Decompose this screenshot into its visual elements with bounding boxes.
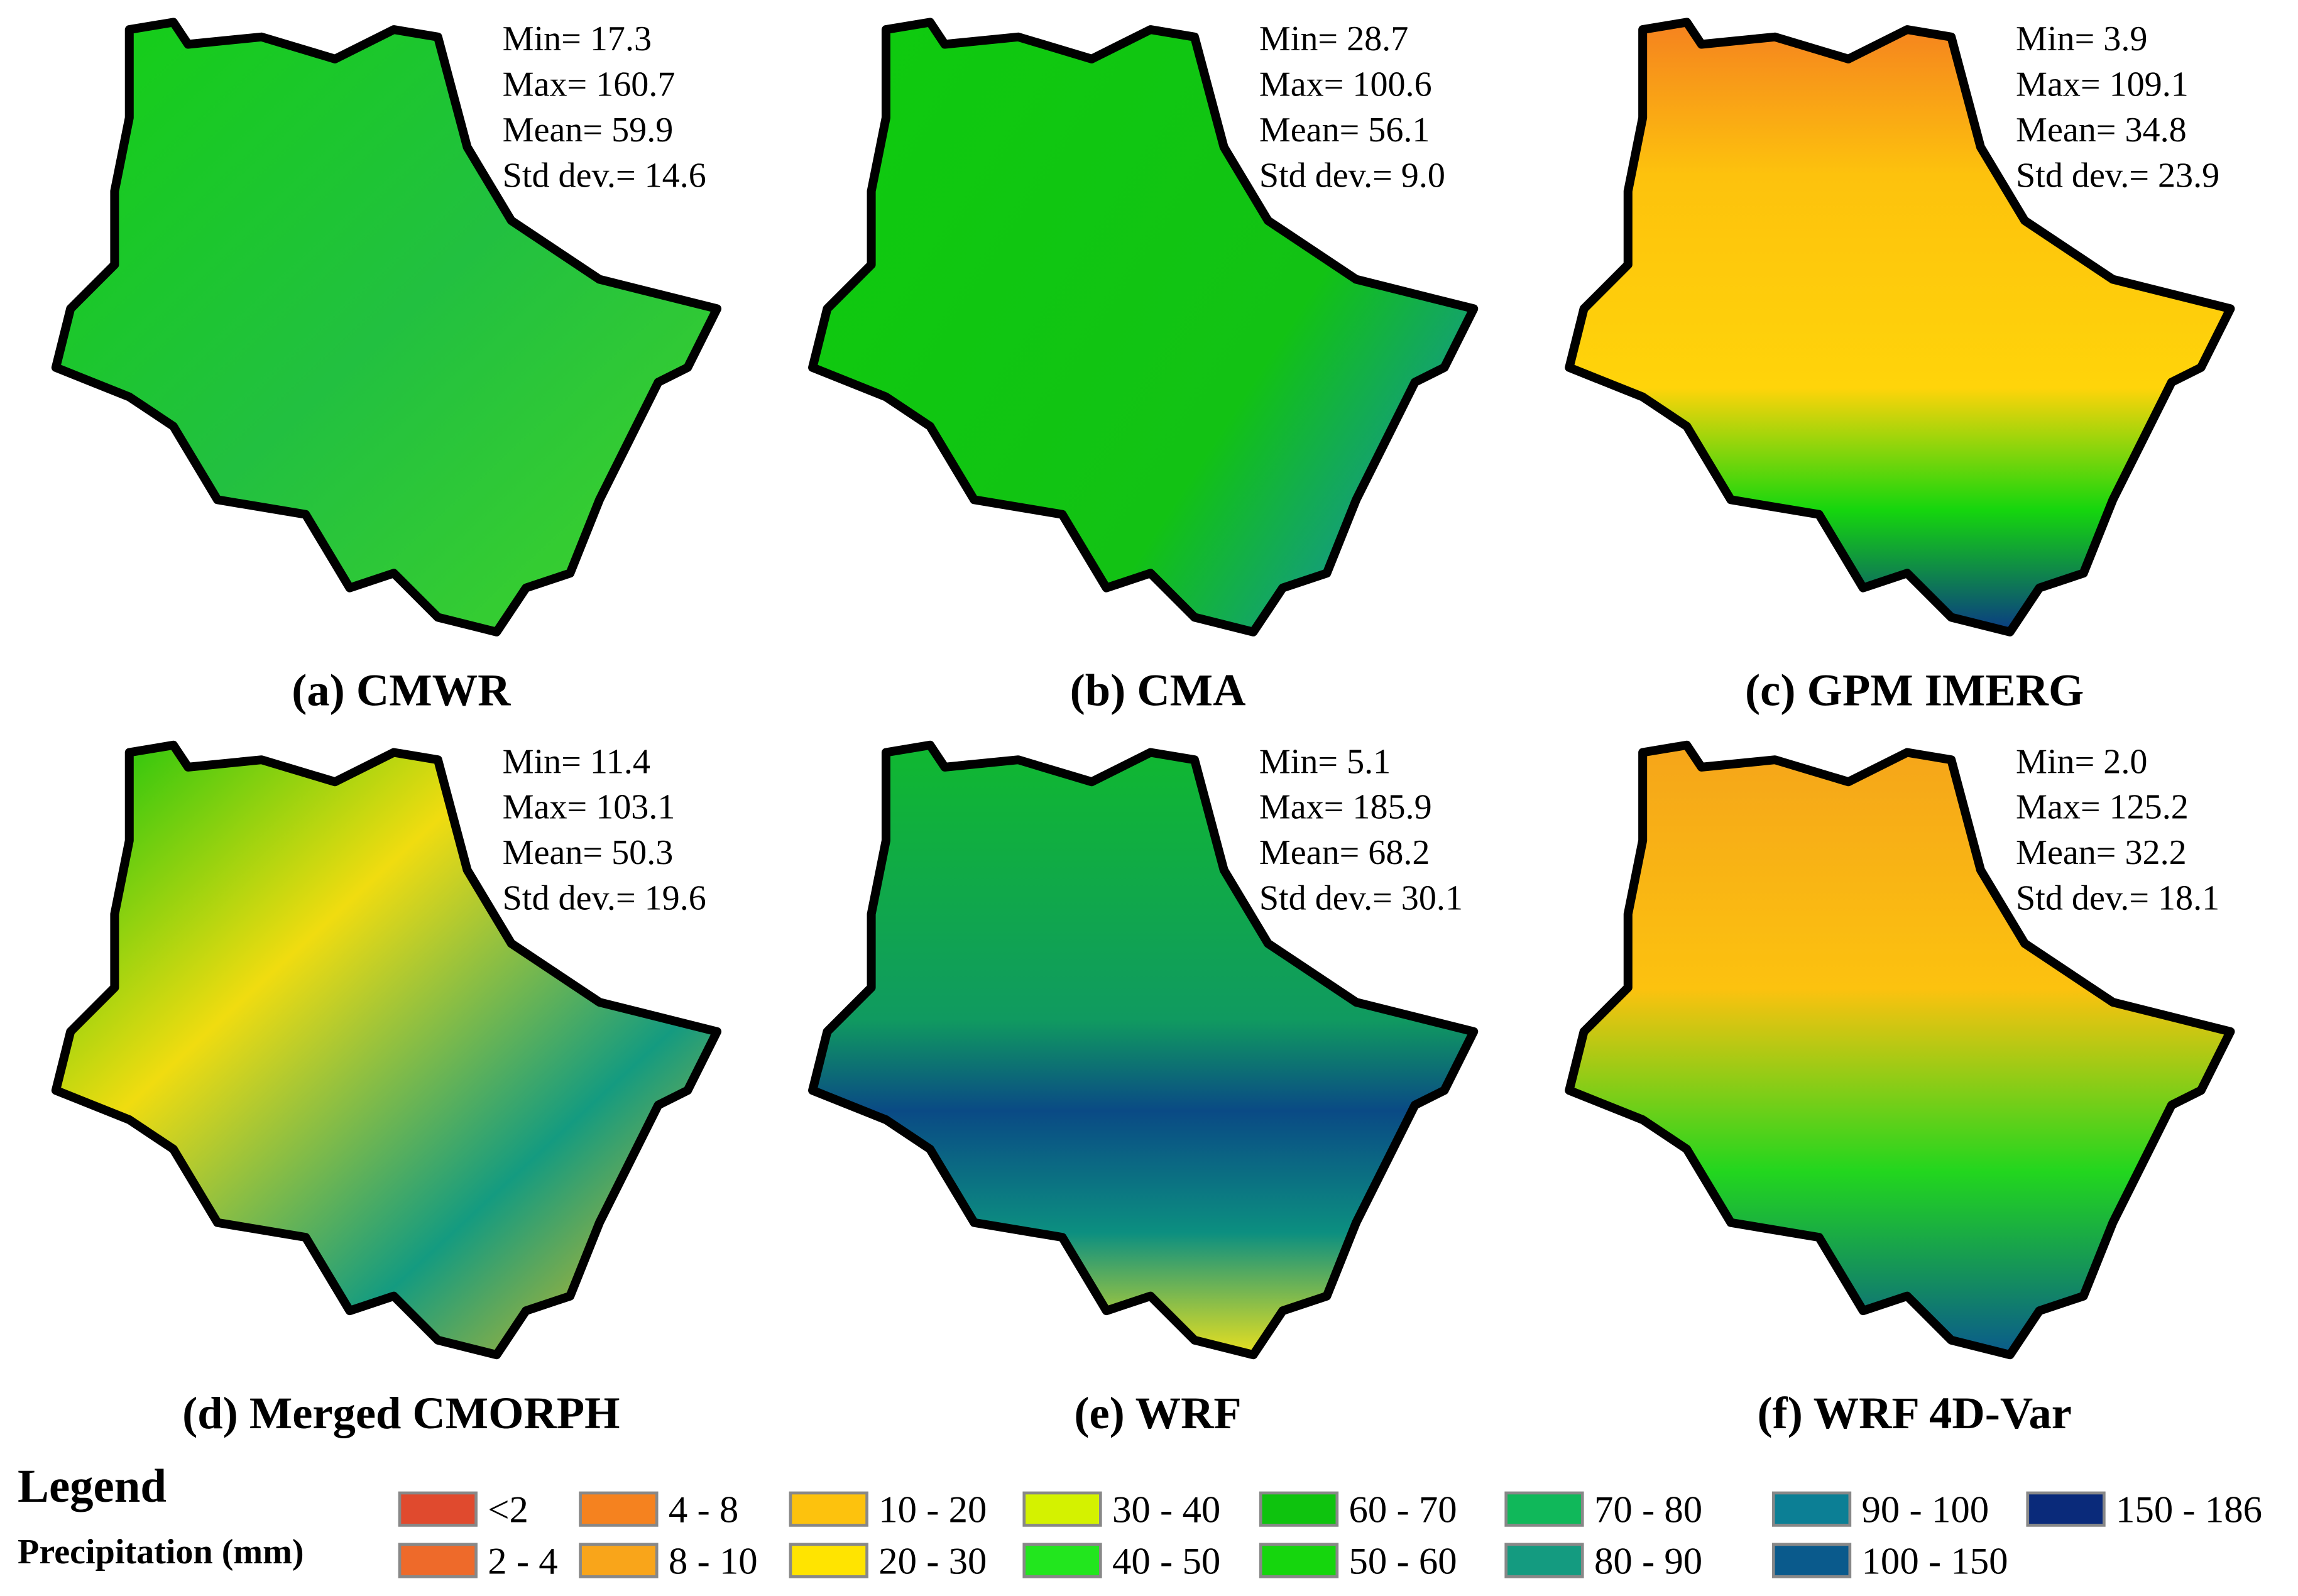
panel-caption: (d) Merged CMORPH (182, 1387, 620, 1438)
legend-swatch (579, 1543, 659, 1578)
legend-label: 50 - 60 (1349, 1541, 1457, 1583)
map-stat: Min= 2.0 (2016, 742, 2147, 781)
map-stat: Std dev.= 14.6 (503, 156, 706, 195)
map-stat: Max= 125.2 (2016, 788, 2189, 827)
legend-label: 30 - 40 (1112, 1489, 1220, 1531)
legend-label: 70 - 80 (1594, 1489, 1702, 1531)
panel-caption: (e) WRF (1074, 1387, 1241, 1438)
map-stat: Mean= 56.1 (1259, 111, 1430, 150)
legend-label: 150 - 186 (2116, 1489, 2262, 1531)
region-map (1565, 740, 2235, 1360)
legend-swatch (789, 1491, 868, 1527)
legend-label: 80 - 90 (1594, 1541, 1702, 1583)
legend-swatch (789, 1543, 868, 1578)
legend-items: <2 4 - 8 10 - 20 30 - 40 60 - 70 70 - 80 90 - … (398, 1489, 2262, 1583)
map-stat: Mean= 32.2 (2016, 833, 2187, 872)
legend-label: 4 - 8 (669, 1489, 738, 1531)
map-stat: Max= 109.1 (2016, 65, 2189, 104)
map-stat: Min= 5.1 (1259, 742, 1391, 781)
legend-swatch (1259, 1491, 1339, 1527)
region-map (808, 740, 1479, 1360)
legend-label: 40 - 50 (1112, 1541, 1220, 1583)
legend-subtitle: Precipitation (mm) (18, 1533, 304, 1571)
legend-swatch (398, 1491, 478, 1527)
region-map (51, 18, 722, 637)
legend-label: 8 - 10 (669, 1541, 758, 1583)
region-map (808, 18, 1479, 637)
map-stat: Max= 185.9 (1259, 788, 1432, 827)
map-stat: Min= 28.7 (1259, 19, 1408, 58)
legend-label: 60 - 70 (1349, 1489, 1457, 1531)
map-panel: Min= 5.1 Max= 185.9 Mean= 68.2 Std dev.= 30… (808, 740, 1479, 1438)
region-map (1565, 18, 2235, 637)
legend-label: <2 (488, 1489, 528, 1531)
map-stat: Max= 100.6 (1259, 65, 1432, 104)
legend-swatch (1771, 1491, 1852, 1527)
legend-swatch (398, 1543, 478, 1578)
map-stat: Max= 103.1 (503, 788, 676, 827)
legend-title: Legend (18, 1460, 167, 1512)
map-stat: Min= 17.3 (503, 19, 652, 58)
map-stat: Mean= 34.8 (2016, 111, 2187, 150)
map-stat: Max= 160.7 (503, 65, 676, 104)
map-panel: Min= 3.9 Max= 109.1 Mean= 34.8 Std dev.= 23… (1565, 18, 2235, 716)
legend-swatch (579, 1491, 659, 1527)
legend-label: 10 - 20 (878, 1489, 987, 1531)
map-stat: Std dev.= 9.0 (1259, 156, 1445, 195)
map-panel: Min= 28.7 Max= 100.6 Mean= 56.1 Std dev.= 9… (808, 18, 1479, 716)
panel-caption: (a) CMWR (292, 665, 511, 716)
map-stat: Mean= 50.3 (503, 833, 674, 872)
legend-label: 90 - 100 (1862, 1489, 1989, 1531)
legend-label: 20 - 30 (878, 1541, 987, 1583)
map-stat: Mean= 68.2 (1259, 833, 1430, 872)
legend-swatch (1504, 1491, 1584, 1527)
map-stat: Std dev.= 18.1 (2016, 879, 2219, 918)
panel-caption: (b) CMA (1070, 665, 1246, 716)
map-stat: Std dev.= 23.9 (2016, 156, 2219, 195)
legend-swatch (1504, 1543, 1584, 1578)
panel-caption: (f) WRF 4D-Var (1757, 1387, 2071, 1438)
legend-label: 2 - 4 (488, 1541, 557, 1583)
map-stat: Std dev.= 19.6 (503, 879, 706, 918)
map-panel: Min= 2.0 Max= 125.2 Mean= 32.2 Std dev.= 18… (1565, 740, 2235, 1438)
panel-caption: (c) GPM IMERG (1745, 665, 2084, 716)
map-panel: Min= 17.3 Max= 160.7 Mean= 59.9 Std dev.= 1… (51, 18, 722, 716)
legend-swatch (1771, 1543, 1852, 1578)
maps: Min= 17.3 Max= 160.7 Mean= 59.9 Std dev.= 1… (51, 18, 2235, 1438)
legend-swatch (2026, 1491, 2106, 1527)
map-stat: Mean= 59.9 (503, 111, 674, 150)
region-map (51, 740, 722, 1360)
map-panel: Min= 11.4 Max= 103.1 Mean= 50.3 Std dev.= 1… (51, 740, 722, 1438)
map-stat: Std dev.= 30.1 (1259, 879, 1463, 918)
legend-swatch (1022, 1543, 1102, 1578)
map-stat: Min= 3.9 (2016, 19, 2147, 58)
legend-swatch (1022, 1491, 1102, 1527)
legend-label: 100 - 150 (1862, 1541, 2008, 1583)
map-stat: Min= 11.4 (503, 742, 650, 781)
legend-swatch (1259, 1543, 1339, 1578)
